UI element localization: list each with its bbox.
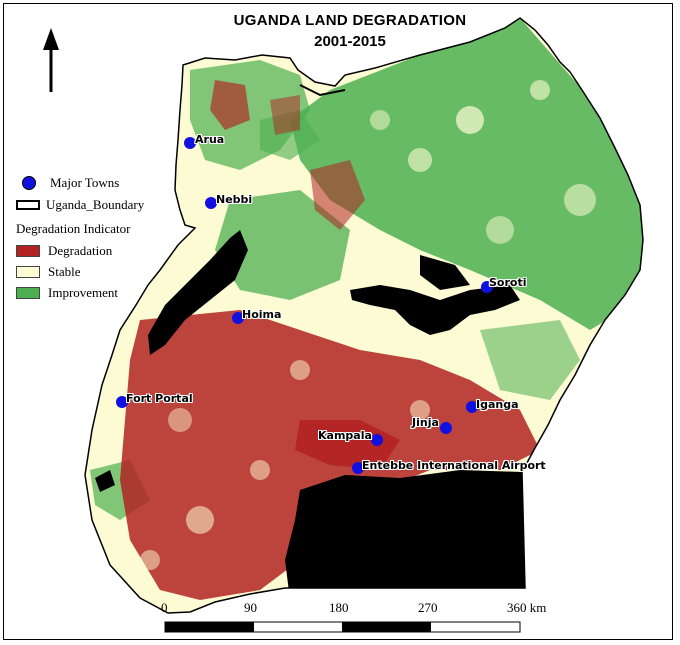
town-label-hoima: Hoima xyxy=(242,308,282,321)
lake-kyoga xyxy=(350,285,520,335)
lake-albert xyxy=(148,230,248,355)
uganda-boundary xyxy=(84,17,644,614)
town-label-iganga: Iganga xyxy=(476,398,519,411)
nile-river xyxy=(299,84,346,97)
improvement-region-central xyxy=(215,190,350,300)
legend-boundary-label: Uganda_Boundary xyxy=(46,197,145,212)
north-arrow-icon xyxy=(43,28,59,92)
town-marker-kampala xyxy=(371,434,383,446)
town-marker-hoima xyxy=(232,312,244,324)
legend-indicator-title: Degradation Indicator xyxy=(16,221,131,236)
lake-kyoga-arm xyxy=(420,255,470,290)
town-label-fort-portal: Fort Portal xyxy=(126,392,193,405)
legend-degradation: Degradation xyxy=(16,243,112,259)
degradation-region-kampala xyxy=(295,420,400,470)
improvement-region-ne xyxy=(290,18,643,330)
town-label-jinja: Jinja xyxy=(412,416,439,429)
lake-edward xyxy=(95,470,115,492)
scale-label-0: 0 xyxy=(161,600,168,615)
town-marker-soroti xyxy=(481,281,493,293)
legend-boundary: Uganda_Boundary xyxy=(16,197,144,213)
improvement-region-east xyxy=(480,320,580,400)
town-marker-arua xyxy=(184,137,196,149)
legend-degradation-label: Degradation xyxy=(48,243,113,258)
degradation-region-north-1 xyxy=(210,80,250,130)
degradation-region-north-3 xyxy=(270,95,300,135)
legend-major-towns: Major Towns xyxy=(16,175,119,191)
map-title: UGANDA LAND DEGRADATION xyxy=(233,12,467,29)
town-marker-entebbe xyxy=(352,462,364,474)
map-subtitle: 2001-2015 xyxy=(314,33,386,50)
legend-stable: Stable xyxy=(16,264,81,280)
town-marker-iganga xyxy=(466,401,478,413)
scale-label-270: 270 xyxy=(418,600,438,615)
scale-label-90: 90 xyxy=(244,600,257,615)
town-marker-nebbi xyxy=(205,197,217,209)
scale-label-360: 360 km xyxy=(507,600,547,615)
legend-major-towns-label: Major Towns xyxy=(50,175,120,190)
stable-swatch-icon xyxy=(16,266,40,278)
degradation-region-north-2 xyxy=(310,160,365,230)
town-marker-jinja xyxy=(440,422,452,434)
legend-improvement-label: Improvement xyxy=(48,285,119,300)
degradation-swatch-icon xyxy=(16,245,40,257)
town-label-entebbe: Entebbe International Airport xyxy=(362,459,546,472)
town-label-kampala: Kampala xyxy=(318,429,372,442)
town-label-soroti: Soroti xyxy=(489,276,527,289)
town-dot-icon xyxy=(22,176,36,190)
legend-improvement: Improvement xyxy=(16,285,118,301)
lake-victoria xyxy=(285,470,525,600)
scale-bar xyxy=(164,621,521,633)
town-label-arua: Arua xyxy=(195,133,225,146)
boundary-swatch-icon xyxy=(16,200,40,210)
legend-stable-label: Stable xyxy=(48,264,81,279)
town-label-nebbi: Nebbi xyxy=(216,193,253,206)
scale-label-180: 180 xyxy=(329,600,349,615)
improvement-swatch-icon xyxy=(16,287,40,299)
town-marker-fort-portal xyxy=(116,396,128,408)
